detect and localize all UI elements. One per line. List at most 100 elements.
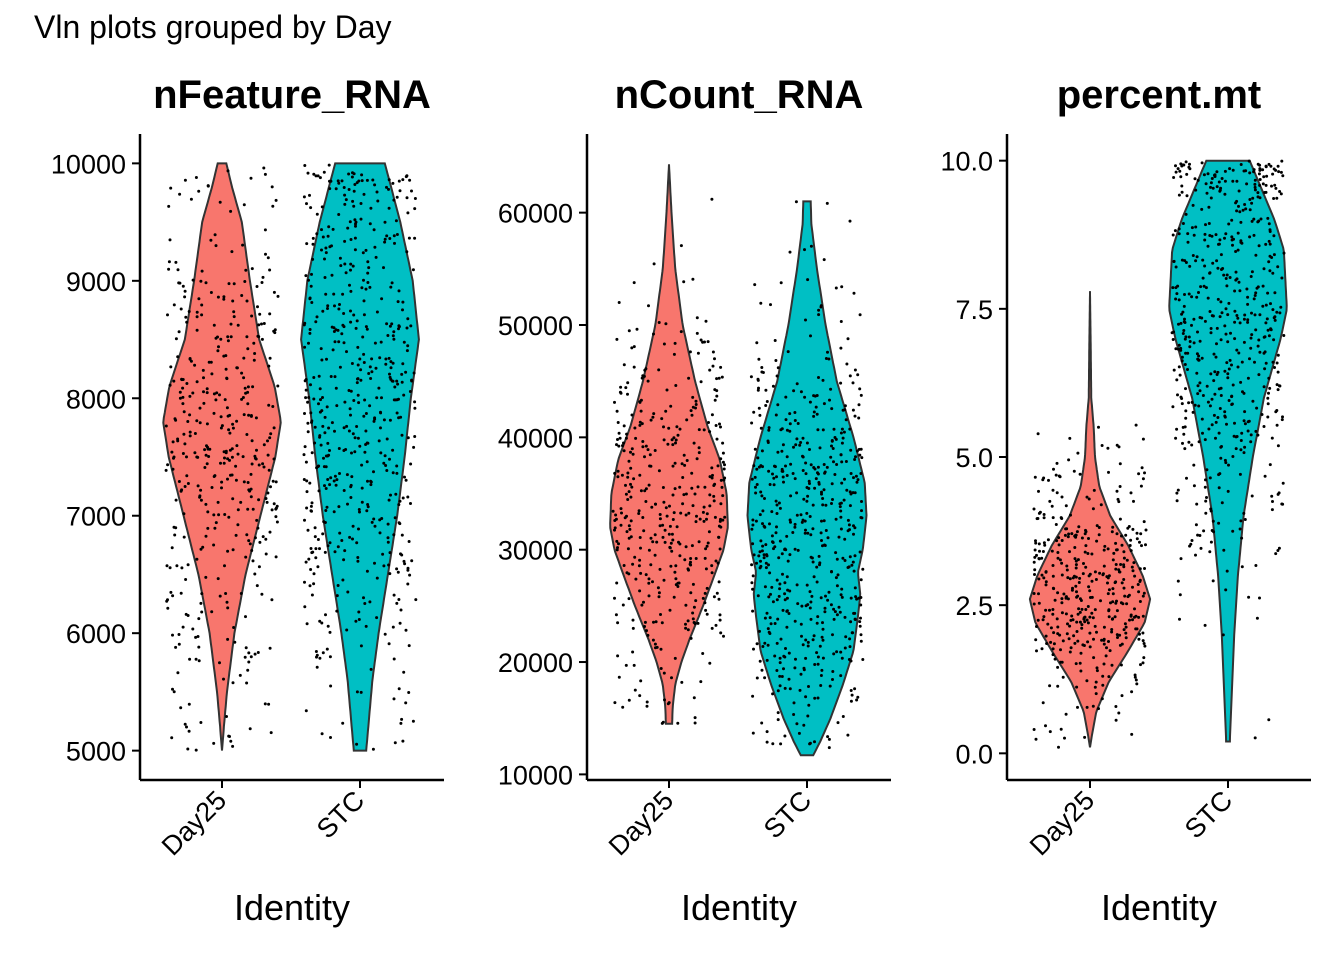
data-point	[803, 519, 807, 523]
data-point	[759, 426, 763, 430]
data-point	[270, 508, 274, 512]
data-point	[1180, 397, 1184, 400]
data-point	[757, 357, 761, 361]
data-point	[410, 189, 413, 193]
data-point	[181, 284, 185, 288]
data-point	[1092, 656, 1096, 660]
data-point	[847, 523, 851, 527]
violin-body	[1168, 159, 1288, 743]
data-point	[1124, 631, 1128, 635]
data-point	[1064, 595, 1068, 599]
data-point	[762, 524, 766, 528]
data-point	[755, 642, 759, 646]
data-point	[1204, 511, 1208, 515]
data-point	[1195, 502, 1199, 506]
data-point	[1267, 718, 1271, 722]
data-point	[822, 519, 826, 523]
data-point	[1201, 394, 1205, 397]
data-point	[1095, 539, 1099, 543]
data-point	[1067, 637, 1071, 641]
data-point	[1101, 674, 1105, 678]
data-point	[692, 605, 696, 609]
data-point	[389, 285, 393, 289]
y-tick-label: 2.5	[955, 591, 993, 621]
data-point	[1141, 594, 1145, 598]
data-point	[663, 540, 667, 544]
data-point	[334, 328, 338, 332]
data-point	[1085, 495, 1089, 499]
data-point	[854, 595, 858, 599]
data-point	[1230, 363, 1233, 367]
data-point	[621, 705, 625, 709]
data-point	[1223, 415, 1227, 419]
data-point	[779, 742, 783, 746]
data-point	[204, 575, 208, 579]
data-point	[810, 594, 814, 598]
data-point	[1119, 601, 1123, 605]
data-point	[1205, 468, 1209, 472]
data-point	[1234, 435, 1238, 439]
data-point	[760, 549, 764, 553]
data-point	[413, 236, 417, 240]
data-point	[303, 345, 307, 349]
data-point	[783, 734, 787, 738]
data-point	[1249, 275, 1253, 278]
data-point	[170, 736, 174, 740]
data-point	[366, 505, 370, 509]
data-point	[395, 601, 399, 605]
data-point	[786, 350, 790, 354]
data-point	[674, 384, 678, 387]
data-point	[750, 563, 754, 567]
data-point	[324, 246, 328, 250]
data-point	[835, 584, 839, 588]
data-point	[260, 322, 263, 326]
data-point	[695, 514, 698, 518]
data-point	[306, 421, 310, 425]
data-point	[349, 238, 353, 241]
data-point	[1203, 319, 1207, 323]
data-point	[407, 540, 411, 543]
data-point	[855, 449, 859, 453]
data-point	[639, 679, 643, 683]
data-point	[176, 437, 180, 441]
data-point	[819, 304, 823, 308]
data-point	[1137, 637, 1141, 641]
data-point	[627, 597, 631, 601]
data-point	[262, 443, 266, 447]
data-point	[1206, 172, 1210, 176]
data-point	[405, 250, 409, 254]
data-point	[667, 532, 671, 536]
data-point	[200, 269, 204, 273]
data-point	[711, 350, 715, 354]
data-point	[1120, 543, 1124, 547]
data-point	[327, 163, 331, 167]
data-point	[265, 500, 269, 504]
data-point	[1076, 451, 1080, 455]
data-point	[617, 444, 621, 448]
data-point	[236, 523, 240, 527]
data-point	[395, 567, 399, 571]
data-point	[1200, 417, 1204, 421]
data-point	[387, 563, 391, 567]
data-point	[1113, 581, 1117, 585]
data-point	[262, 465, 266, 469]
data-point	[1041, 618, 1045, 622]
data-point	[788, 687, 792, 691]
data-point	[349, 389, 353, 393]
data-point	[1196, 178, 1200, 182]
data-point	[1076, 558, 1080, 562]
data-point	[749, 375, 753, 379]
data-point	[786, 588, 790, 592]
data-point	[252, 358, 256, 362]
data-point	[375, 190, 379, 194]
data-point	[816, 472, 820, 476]
data-point	[1137, 472, 1141, 476]
y-tick-label: 20000	[498, 648, 573, 678]
data-point	[379, 410, 382, 414]
data-point	[781, 443, 785, 447]
data-point	[345, 350, 348, 354]
data-point	[378, 518, 382, 522]
data-point	[348, 220, 352, 224]
data-point	[628, 527, 632, 531]
data-point	[707, 421, 710, 424]
